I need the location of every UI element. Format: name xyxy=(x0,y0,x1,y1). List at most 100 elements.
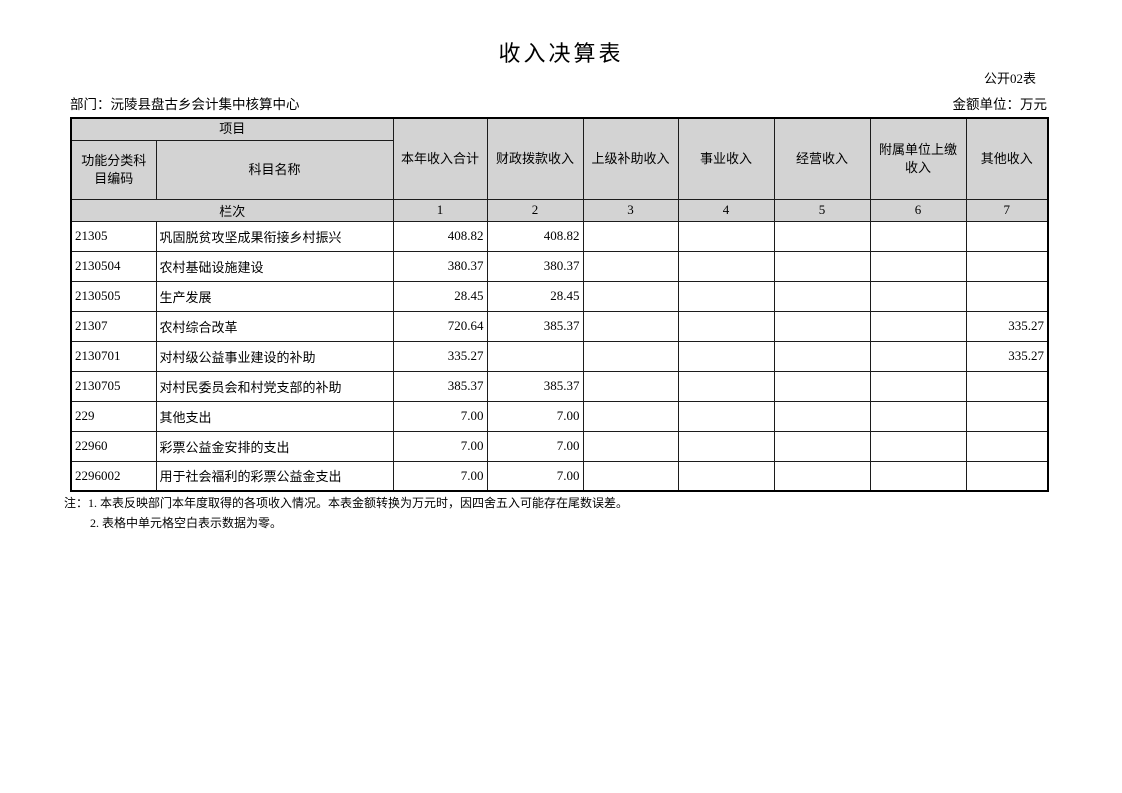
row-superior xyxy=(582,220,679,252)
row-code: 2130701 xyxy=(70,340,157,372)
row-business xyxy=(773,250,871,282)
row-other xyxy=(965,430,1049,462)
row-other xyxy=(965,250,1049,282)
row-name: 其他支出 xyxy=(155,400,394,432)
header-total-income: 本年收入合计 xyxy=(392,117,488,200)
row-operational xyxy=(677,370,775,402)
table-row: 2130504 农村基础设施建设 380.37 380.37 xyxy=(70,250,1049,282)
row-total: 385.37 xyxy=(392,370,488,402)
row-affiliated xyxy=(869,340,967,372)
row-other xyxy=(965,400,1049,432)
column-number-1: 1 xyxy=(392,198,488,222)
row-operational xyxy=(677,310,775,342)
row-code: 2130505 xyxy=(70,280,157,312)
row-name: 农村基础设施建设 xyxy=(155,250,394,282)
row-name: 巩固脱贫攻坚成果衔接乡村振兴 xyxy=(155,220,394,252)
meta-row: 部门：沅陵县盘古乡会计集中核算中心 金额单位：万元 xyxy=(70,93,1047,113)
header-function-code: 功能分类科目编码 xyxy=(70,139,157,200)
header-superior-subsidy-income: 上级补助收入 xyxy=(582,117,679,200)
row-superior xyxy=(582,340,679,372)
row-code: 229 xyxy=(70,400,157,432)
row-affiliated xyxy=(869,280,967,312)
footnote-1: 注：1. 本表反映部门本年度取得的各项收入情况。本表金额转换为万元时，因四舍五入… xyxy=(64,496,629,510)
row-superior xyxy=(582,430,679,462)
row-superior xyxy=(582,400,679,432)
row-fiscal: 7.00 xyxy=(486,400,584,432)
table-row: 2130705 对村民委员会和村党支部的补助 385.37 385.37 xyxy=(70,370,1049,402)
row-superior xyxy=(582,460,679,492)
row-operational xyxy=(677,460,775,492)
column-number-6: 6 xyxy=(869,198,967,222)
row-business xyxy=(773,460,871,492)
row-total: 335.27 xyxy=(392,340,488,372)
row-name: 彩票公益金安排的支出 xyxy=(155,430,394,462)
row-superior xyxy=(582,310,679,342)
header-operational-income: 事业收入 xyxy=(677,117,775,200)
row-total: 408.82 xyxy=(392,220,488,252)
row-code: 2296002 xyxy=(70,460,157,492)
row-business xyxy=(773,430,871,462)
row-total: 720.64 xyxy=(392,310,488,342)
row-operational xyxy=(677,400,775,432)
row-other xyxy=(965,460,1049,492)
header-fiscal-appropriation-income: 财政拨款收入 xyxy=(486,117,584,200)
row-code: 21307 xyxy=(70,310,157,342)
row-name: 对村级公益事业建设的补助 xyxy=(155,340,394,372)
income-final-accounts-table: 项目 本年收入合计 财政拨款收入 上级补助收入 事业收入 经营收入 附属单位上缴… xyxy=(70,117,1050,492)
header-business-income: 经营收入 xyxy=(773,117,871,200)
column-number-3: 3 xyxy=(582,198,679,222)
header-project-group: 项目 xyxy=(70,117,394,141)
row-business xyxy=(773,280,871,312)
row-business xyxy=(773,220,871,252)
row-operational xyxy=(677,430,775,462)
column-number-2: 2 xyxy=(486,198,584,222)
row-affiliated xyxy=(869,460,967,492)
row-affiliated xyxy=(869,220,967,252)
row-affiliated xyxy=(869,370,967,402)
row-code: 2130705 xyxy=(70,370,157,402)
row-other: 335.27 xyxy=(965,340,1049,372)
row-total: 7.00 xyxy=(392,430,488,462)
row-fiscal: 408.82 xyxy=(486,220,584,252)
row-name: 对村民委员会和村党支部的补助 xyxy=(155,370,394,402)
column-number-5: 5 xyxy=(773,198,871,222)
row-fiscal: 385.37 xyxy=(486,310,584,342)
table-row: 21305 巩固脱贫攻坚成果衔接乡村振兴 408.82 408.82 xyxy=(70,220,1049,252)
table-row: 229 其他支出 7.00 7.00 xyxy=(70,400,1049,432)
row-fiscal: 385.37 xyxy=(486,370,584,402)
header-subject-name: 科目名称 xyxy=(155,139,394,200)
column-number-4: 4 xyxy=(677,198,775,222)
row-business xyxy=(773,310,871,342)
row-code: 2130504 xyxy=(70,250,157,282)
row-business xyxy=(773,400,871,432)
row-operational xyxy=(677,220,775,252)
row-affiliated xyxy=(869,250,967,282)
row-other: 335.27 xyxy=(965,310,1049,342)
column-number-7: 7 xyxy=(965,198,1049,222)
row-superior xyxy=(582,370,679,402)
row-code: 22960 xyxy=(70,430,157,462)
table-row: 22960 彩票公益金安排的支出 7.00 7.00 xyxy=(70,430,1049,462)
row-total: 28.45 xyxy=(392,280,488,312)
row-affiliated xyxy=(869,400,967,432)
table-row: 21307 农村综合改革 720.64 385.37 335.27 xyxy=(70,310,1049,342)
header-affiliated-unit-income: 附属单位上缴收入 xyxy=(869,117,967,200)
public-table-code: 公开02表 xyxy=(983,71,1036,86)
row-operational xyxy=(677,250,775,282)
row-business xyxy=(773,340,871,372)
row-operational xyxy=(677,280,775,312)
row-affiliated xyxy=(869,430,967,462)
unit-line: 金额单位：万元 xyxy=(952,97,1048,112)
row-other xyxy=(965,280,1049,312)
row-name: 农村综合改革 xyxy=(155,310,394,342)
row-fiscal: 7.00 xyxy=(486,460,584,492)
row-total: 7.00 xyxy=(392,460,488,492)
row-superior xyxy=(582,280,679,312)
page-title: 收入决算表 xyxy=(498,41,624,66)
header-other-income: 其他收入 xyxy=(965,117,1049,200)
row-fiscal: 28.45 xyxy=(486,280,584,312)
row-other xyxy=(965,370,1049,402)
footnotes: 注：1. 本表反映部门本年度取得的各项收入情况。本表金额转换为万元时，因四舍五入… xyxy=(64,493,628,533)
row-total: 7.00 xyxy=(392,400,488,432)
